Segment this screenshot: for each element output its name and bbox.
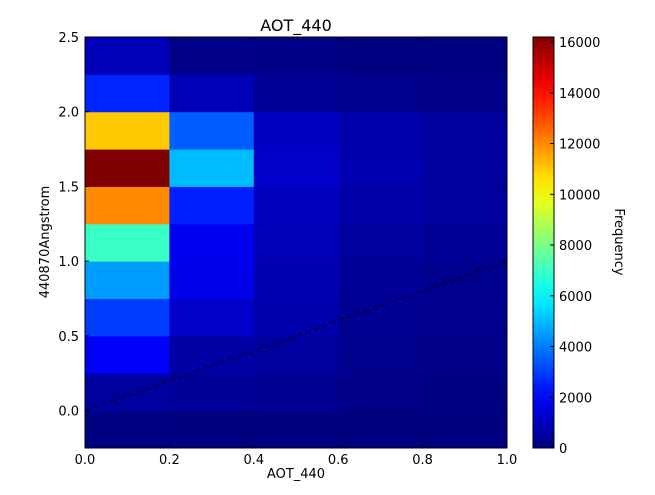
heatmap-cell	[338, 186, 424, 225]
heatmap-cell	[85, 186, 170, 225]
reference-line	[84, 260, 508, 412]
heatmap-cell	[169, 410, 255, 449]
colorbar-tick-label: 16000	[559, 36, 600, 51]
heatmap-cell	[422, 74, 508, 113]
heatmap-cell	[85, 74, 170, 113]
heatmap-cell	[422, 223, 508, 262]
colorbar-tick-label: 12000	[559, 138, 600, 153]
heatmap-cell	[338, 74, 424, 113]
y-tick-label: 2.5	[58, 31, 79, 46]
heatmap-cell	[253, 149, 339, 187]
y-tick-label: 1.5	[58, 180, 79, 195]
x-axis-label: AOT_440	[267, 467, 325, 482]
heatmap-cell	[422, 373, 508, 412]
x-tick-label: 0.2	[159, 453, 180, 468]
x-tick-label: 0.4	[243, 453, 264, 468]
heatmap-cell	[338, 149, 424, 187]
heatmap-cell	[85, 298, 170, 337]
heatmap-cell	[169, 373, 255, 412]
heatmap-cell	[338, 37, 424, 75]
heatmap-cell	[253, 186, 339, 225]
heatmap-cell	[169, 37, 255, 75]
heatmap-cell	[253, 335, 339, 374]
y-tick-label: 0.5	[58, 330, 79, 345]
heatmap-cell	[338, 111, 424, 150]
heatmap-cell	[422, 186, 508, 225]
colorbar-tick-label: 8000	[559, 239, 592, 254]
y-tick-label: 0.0	[58, 405, 79, 420]
chart-title: AOT_440	[260, 16, 332, 36]
colorbar-tick-label: 0	[559, 442, 567, 457]
heatmap-cell	[422, 37, 508, 75]
heatmap-cell	[85, 261, 170, 300]
heatmap-cell	[85, 410, 170, 449]
heatmap-cell	[253, 410, 339, 449]
heatmap-cells	[85, 37, 508, 449]
heatmap-cell	[338, 223, 424, 262]
x-tick-label: 0.8	[412, 453, 433, 468]
heatmap-cell	[169, 261, 255, 300]
heatmap-cell	[253, 373, 339, 412]
plot-frame	[84, 36, 508, 449]
heatmap-cell	[169, 223, 255, 262]
heatmap-cell	[253, 223, 339, 262]
heatmap-cell	[253, 261, 339, 300]
x-tick-label: 1.0	[497, 453, 518, 468]
colorbar-tick-label: 10000	[559, 188, 600, 203]
heatmap-cell	[422, 111, 508, 150]
heatmap-cell	[85, 223, 170, 262]
x-tick-label: 0.6	[328, 453, 349, 468]
y-axis-label: 440870Angstrom	[38, 186, 53, 299]
heatmap-cell	[422, 149, 508, 187]
heatmap-cell	[422, 410, 508, 449]
heatmap-cell	[169, 335, 255, 374]
colorbar-ticks: 0 2000 4000 6000 8000 10000 12000 14000 16000	[550, 36, 600, 457]
heatmap-cell	[253, 298, 339, 337]
reference-line-group	[84, 260, 508, 412]
x-tick-label: 0.0	[75, 453, 96, 468]
colorbar-tick-label: 4000	[559, 341, 592, 356]
x-axis: 0.0 0.2 0.4 0.6 0.8 1.0	[75, 37, 518, 468]
heatmap-cell	[85, 37, 170, 75]
colorbar	[532, 36, 555, 449]
heatmap-cell	[85, 149, 170, 187]
heatmap-cell	[338, 298, 424, 337]
heatmap-cell	[422, 335, 508, 374]
heatmap-cell	[85, 111, 170, 150]
heatmap-cell	[169, 186, 255, 225]
heatmap-cell	[253, 74, 339, 113]
heatmap-cell	[169, 74, 255, 113]
y-axis: 0.0 0.5 1.0 1.5 2.0 2.5	[58, 31, 507, 420]
heatmap-cell	[253, 37, 339, 75]
heatmap-cell	[169, 298, 255, 337]
y-tick-label: 1.0	[58, 255, 79, 270]
heatmap-cell	[338, 410, 424, 449]
colorbar-tick-label: 6000	[559, 290, 592, 305]
heatmap-cell	[338, 373, 424, 412]
heatmap-cell	[338, 261, 424, 300]
heatmap-cell	[85, 373, 170, 412]
y-tick-label: 2.0	[58, 106, 79, 121]
heatmap-cell	[253, 111, 339, 150]
heatmap-cell	[338, 335, 424, 374]
heatmap-cell	[85, 335, 170, 374]
heatmap-cell	[169, 111, 255, 150]
colorbar-tick-label: 2000	[559, 391, 592, 406]
heatmap-cell	[422, 261, 508, 300]
colorbar-label: Frequency	[611, 208, 626, 275]
colorbar-tick-label: 14000	[559, 87, 600, 102]
heatmap-cell	[169, 149, 255, 187]
heatmap-cell	[422, 298, 508, 337]
